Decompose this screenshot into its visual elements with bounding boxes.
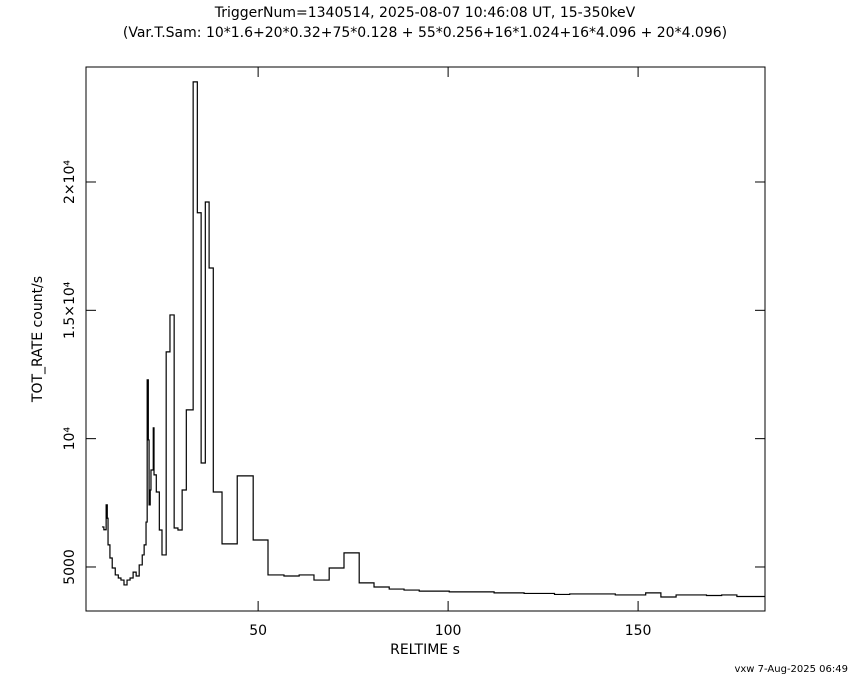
y-tick-label: 1.5×10⁴: [62, 281, 78, 339]
x-tick-label: 150: [625, 623, 652, 639]
x-tick-label: 50: [249, 623, 267, 639]
y-tick-label: 10⁴: [62, 427, 78, 451]
x-axis-label: RELTIME s: [390, 642, 460, 658]
x-tick-label: 100: [435, 623, 462, 639]
y-axis-label: TOT_RATE count/s: [30, 276, 46, 403]
chart-subtitle: (Var.T.Sam: 10*1.6+20*0.32+75*0.128 + 55…: [123, 25, 727, 41]
light-curve: [101, 81, 765, 598]
y-tick-label: 5000: [62, 549, 78, 585]
footer: vxw 7-Aug-2025 06:49: [734, 664, 848, 675]
plot-frame: [85, 66, 766, 612]
chart-title: TriggerNum=1340514, 2025-08-07 10:46:08 …: [214, 5, 636, 21]
y-tick-label: 2×10⁴: [62, 160, 78, 204]
